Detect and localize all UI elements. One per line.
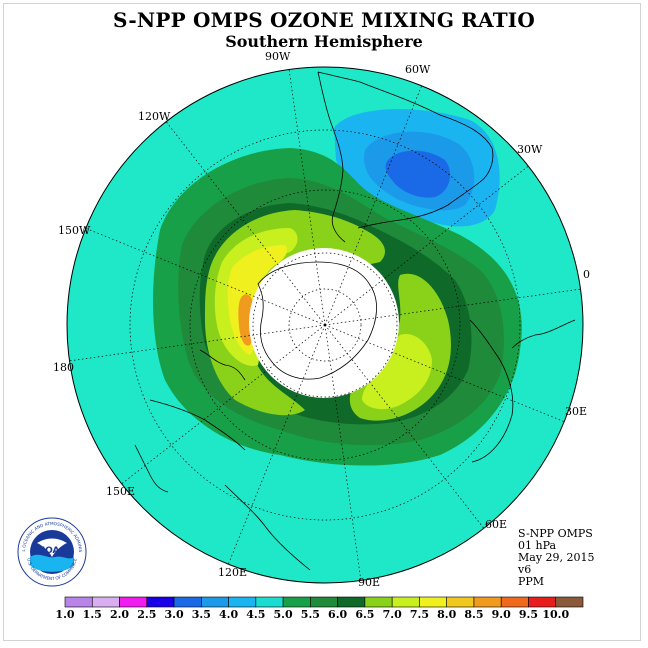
colorbar-swatch [255, 596, 284, 608]
meridian-line [324, 324, 485, 529]
colorbar-swatch [119, 596, 148, 608]
latitude-circle [189, 189, 461, 461]
colorbar-swatch [500, 596, 529, 608]
map-boundary [66, 66, 584, 584]
colorbar-label: 7.5 [409, 608, 429, 621]
longitude-label-30e: 30E [565, 405, 588, 418]
colorbar-label: 9.5 [518, 608, 539, 621]
colorbar-label: 5.5 [300, 608, 320, 621]
meridian-line [69, 324, 326, 362]
colorbar-swatch [391, 596, 420, 608]
latitude-circle [129, 129, 521, 521]
colorbar-label: 7.0 [382, 608, 402, 621]
meridian-line [324, 165, 529, 326]
colorbar-label: 2.5 [137, 608, 157, 621]
map-subtitle: Southern Hemisphere [225, 32, 423, 51]
colorbar-label: 6.0 [328, 608, 348, 621]
meridian-line [324, 288, 581, 326]
ozone-contour-3.0 [385, 150, 451, 198]
longitude-label-30w: 30W [517, 143, 543, 156]
longitude-label-60w: 60W [405, 63, 431, 76]
map-info-block: S-NPP OMPS 01 hPa May 29, 2015 v6 PPM [518, 528, 595, 588]
colorbar-swatch [228, 596, 257, 608]
colorbar-swatch [419, 596, 447, 608]
colorbar-swatch [64, 596, 93, 608]
colorbar-label: 1.5 [82, 608, 102, 621]
colorbar-label: 8.5 [464, 608, 484, 621]
noaa-logo-text: NOAA [38, 546, 67, 556]
colorbar-swatch [446, 596, 475, 608]
info-level: 01 hPa [518, 539, 557, 552]
colorbar-label: 6.5 [355, 608, 375, 621]
colorbar-swatches [64, 596, 584, 608]
polar-night-gap [249, 248, 399, 398]
map-title: S-NPP OMPS OZONE MIXING RATIO [113, 8, 535, 32]
colorbar-label: 4.0 [219, 608, 239, 621]
colorbar-swatch [173, 596, 202, 608]
latitude-circle [252, 252, 398, 398]
info-date: May 29, 2015 [518, 551, 595, 564]
colorbar-label: 4.5 [246, 608, 266, 621]
colorbar-swatch [310, 596, 338, 608]
colorbar-swatch [528, 596, 557, 608]
colorbar-swatch [337, 596, 366, 608]
meridian-line [324, 324, 362, 581]
longitude-label-150e: 150E [106, 485, 136, 498]
longitude-label-150w: 150W [58, 224, 91, 237]
colorbar-swatch [201, 596, 229, 608]
meridian-line [121, 324, 326, 485]
coastlines [134, 71, 576, 571]
colorbar-label: 5.0 [273, 608, 293, 621]
meridian-line [324, 85, 422, 326]
colorbar-label: 10.0 [542, 608, 570, 621]
info-version: v6 [518, 563, 532, 576]
graticule [69, 69, 581, 581]
colorbar-swatch [91, 596, 120, 608]
colorbar-swatch [364, 596, 393, 608]
info-instrument: S-NPP OMPS [518, 527, 593, 540]
meridian-line [85, 228, 326, 326]
longitude-label-60e: 60E [485, 518, 508, 531]
colorbar-label: 9.0 [491, 608, 511, 621]
meridian-line [228, 324, 326, 565]
colorbar-label: 1.0 [55, 608, 75, 621]
colorbar-label: 2.0 [109, 608, 130, 621]
meridian-line [288, 69, 326, 326]
colorbar-label: 8.0 [437, 608, 457, 621]
ozone-field [67, 67, 583, 583]
longitude-label-90e: 90E [358, 576, 381, 589]
longitude-label-120e: 120E [218, 566, 248, 579]
figure-frame [3, 3, 641, 641]
ozone-contour-7.0-east [362, 334, 432, 410]
colorbar-swatch [146, 596, 175, 608]
colorbar-swatch [282, 596, 311, 608]
colorbar-swatch [473, 596, 502, 608]
longitude-label-0: 0 [583, 268, 590, 281]
latitude-circle [288, 288, 362, 362]
colorbar-label: 3.5 [191, 608, 211, 621]
noaa-logo: NOAA NATIONAL OCEANIC AND ATMOSPHERIC AD… [17, 517, 87, 587]
meridian-line [324, 324, 565, 422]
meridian-line [165, 121, 326, 326]
colorbar-swatch [555, 596, 584, 608]
longitude-label-120w: 120W [138, 110, 171, 123]
longitude-label-180: 180 [53, 361, 74, 374]
colorbar-label: 3.0 [164, 608, 184, 621]
info-units: PPM [518, 575, 545, 588]
longitude-label-90w: 90W [265, 50, 291, 63]
